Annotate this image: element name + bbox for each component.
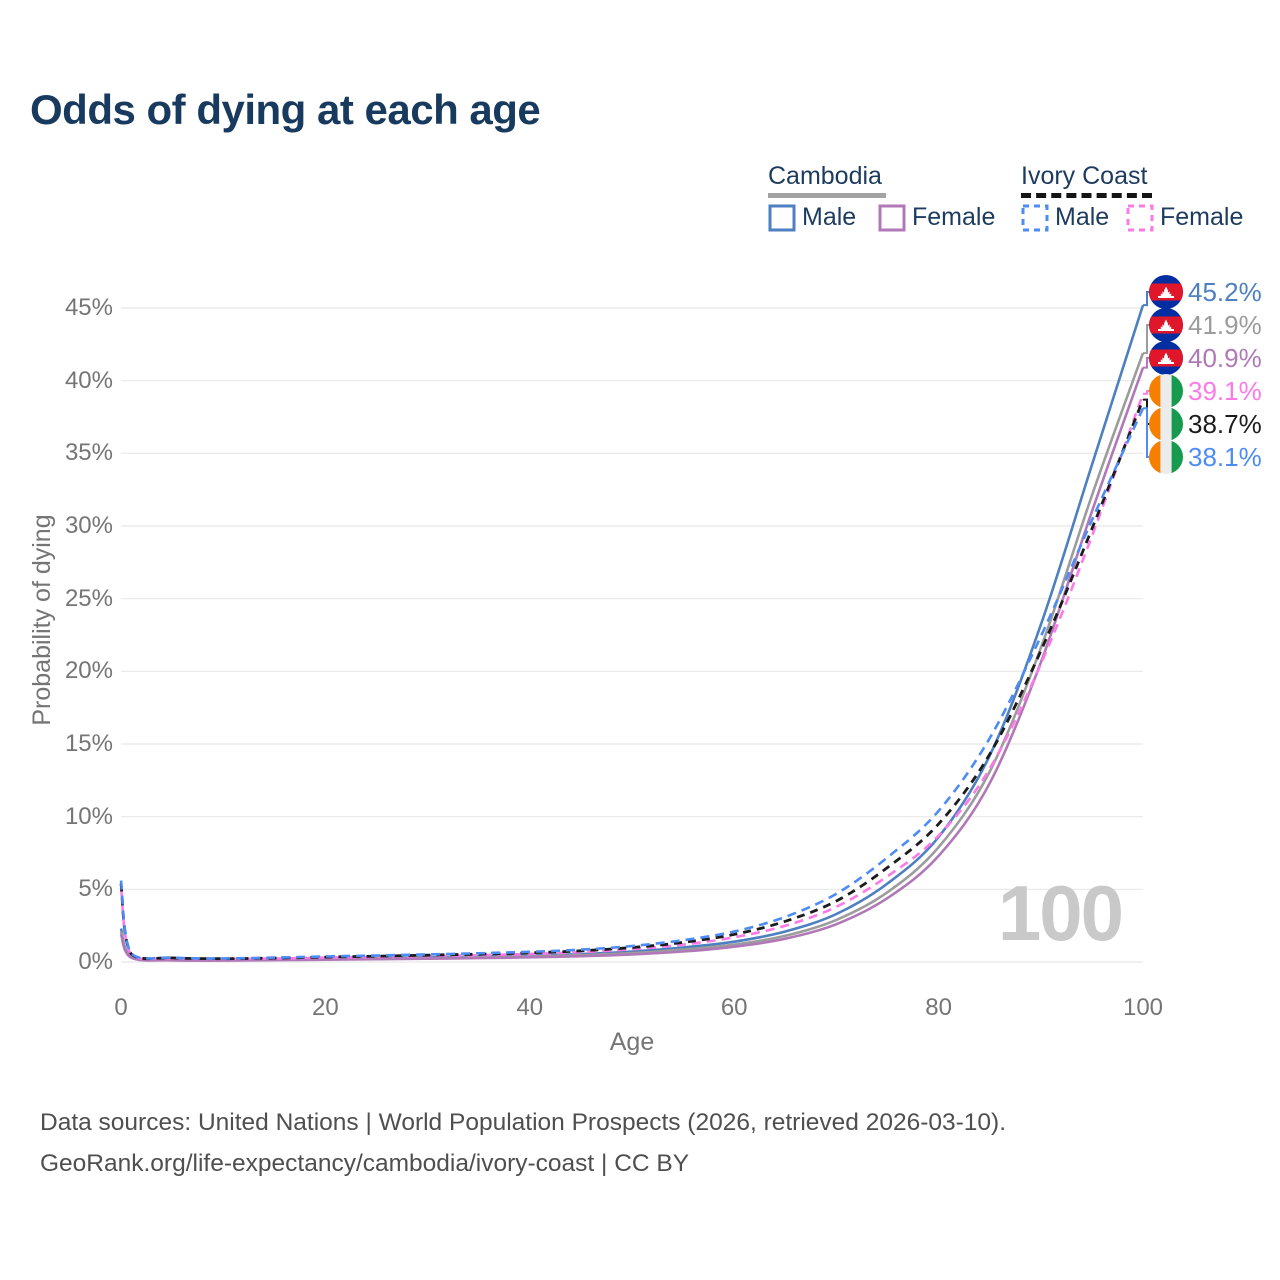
end-value: 38.1% <box>1188 442 1262 472</box>
ivory-coast-male-swatch-icon <box>1021 204 1049 231</box>
legend-item-ivory-coast-female[interactable]: Female <box>1126 203 1243 232</box>
legend-item-cambodia-female[interactable]: Female <box>878 203 995 232</box>
y-tick-label: 10% <box>64 802 113 830</box>
cambodia-flag-icon <box>1149 275 1183 309</box>
end-value: 38.7% <box>1188 409 1262 439</box>
end-label-ivory-coast-all: 38.7% <box>1149 407 1262 441</box>
legend-group-cambodia-title: Cambodia <box>768 162 882 190</box>
ivory-coast-female-swatch-icon <box>1126 204 1154 231</box>
ivory-coast-flag-icon <box>1149 407 1183 441</box>
end-value: 40.9% <box>1188 343 1262 373</box>
end-label-cambodia-male: 45.2% <box>1149 275 1262 309</box>
chart-canvas <box>119 291 1151 963</box>
x-tick-label: 60 <box>720 994 748 1021</box>
y-tick-label: 20% <box>64 657 113 685</box>
x-tick-label: 80 <box>925 994 952 1021</box>
end-label-cambodia-female: 40.9% <box>1149 341 1262 375</box>
legend-item-label: Female <box>912 203 996 231</box>
y-tick-label: 40% <box>64 366 113 394</box>
legend-cambodia-line-sample <box>768 193 886 198</box>
series-line-cambodia-male <box>119 304 1145 962</box>
y-tick-label: 15% <box>64 730 113 757</box>
cambodia-female-swatch-icon <box>878 204 906 231</box>
series-line-cambodia-female <box>119 367 1145 962</box>
cambodia-flag-icon <box>1149 308 1183 342</box>
y-axis-title: Probability of dying <box>28 514 56 726</box>
end-value: 39.1% <box>1188 376 1262 406</box>
end-value: 45.2% <box>1188 277 1262 307</box>
series-line-ivory-coast-male <box>119 407 1145 960</box>
x-tick-label: 0 <box>114 994 128 1021</box>
legend-item-cambodia-male[interactable]: Male <box>768 203 856 232</box>
y-tick-label: 0% <box>78 948 113 975</box>
y-tick-label: 25% <box>64 584 113 612</box>
footer-data-sources: Data sources: United Nations | World Pop… <box>40 1109 1007 1136</box>
ivory-coast-flag-icon <box>1149 374 1183 408</box>
cambodia-flag-icon <box>1149 341 1183 375</box>
legend-item-ivory-coast-male[interactable]: Male <box>1021 203 1109 232</box>
x-tick-label: 20 <box>312 994 339 1021</box>
x-tick-label: 40 <box>516 994 544 1021</box>
y-tick-label: 30% <box>64 512 113 539</box>
end-label-ivory-coast-female: 39.1% <box>1149 374 1262 408</box>
page-title: Odds of dying at each age <box>30 86 541 133</box>
footer-attribution: GeoRank.org/life-expectancy/cambodia/ivo… <box>40 1150 690 1177</box>
x-axis-title: Age <box>609 1028 655 1056</box>
end-value: 41.9% <box>1188 310 1262 340</box>
ivory-coast-flag-icon <box>1149 440 1183 474</box>
y-tick-label: 5% <box>78 875 113 903</box>
y-tick-label: 45% <box>64 294 113 321</box>
footer: Data sources: United Nations | World Pop… <box>40 1102 1006 1184</box>
legend-group-ivory-coast-title: Ivory Coast <box>1021 162 1148 190</box>
x-tick-label: 100 <box>1122 994 1164 1021</box>
age-watermark: 100 <box>997 869 1124 957</box>
end-label-ivory-coast-male: 38.1% <box>1149 440 1262 474</box>
legend-item-label: Male <box>802 203 857 231</box>
legend-item-label: Male <box>1055 203 1110 231</box>
y-tick-label: 35% <box>64 439 113 467</box>
end-label-cambodia-all: 41.9% <box>1149 308 1262 342</box>
cambodia-male-swatch-icon <box>768 204 796 231</box>
legend-item-label: Female <box>1160 203 1244 231</box>
legend-ivory-coast-line-sample <box>1021 193 1152 198</box>
